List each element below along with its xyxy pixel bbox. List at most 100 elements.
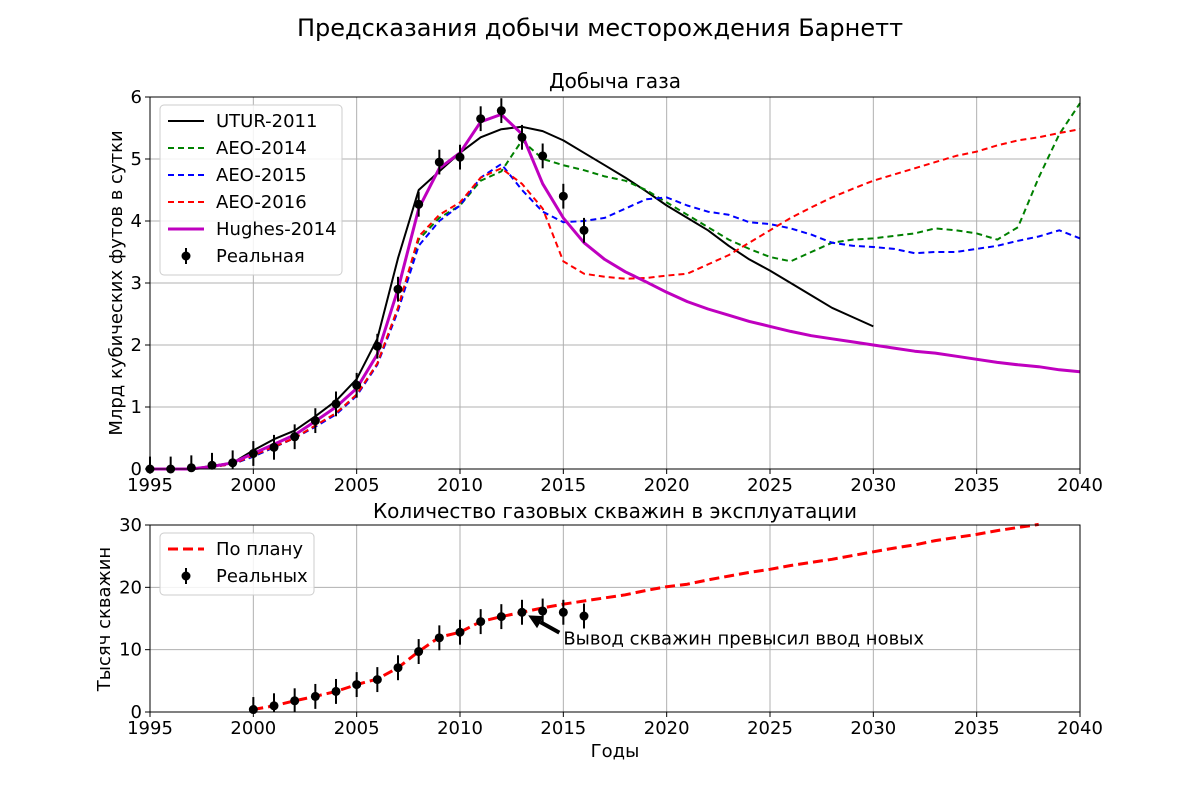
wells-x-tick-label: 2015 — [540, 718, 586, 739]
production-series-5-point — [414, 199, 424, 209]
production-legend: UTUR-2011 AEO-2014 AEO-2015 AEO-2016 Hughes-… — [159, 104, 343, 276]
wells-legend-label: Реальных — [216, 566, 308, 587]
wells-x-tick-label: 2010 — [437, 718, 483, 739]
wells-x-tick-label: 1995 — [127, 718, 173, 739]
production-series-3-line — [150, 128, 1081, 470]
wells-series-1-point — [434, 633, 444, 643]
wells-x-tick-label: 2000 — [230, 718, 276, 739]
production-series-5-point — [517, 132, 527, 142]
wells-legend-swatch-dot — [181, 571, 191, 581]
production-series-5-point — [228, 458, 238, 468]
production-x-tick-label: 2020 — [644, 475, 690, 496]
wells-annotation-arrowhead — [528, 615, 544, 629]
production-x-tick-label: 2040 — [1057, 475, 1103, 496]
figure-title: Предсказания добычи месторождения Барнет… — [297, 14, 903, 42]
wells-series-1-point — [372, 675, 382, 685]
wells-series-1-point — [414, 647, 424, 657]
wells-series-1-point — [579, 611, 589, 621]
production-series-5-point — [372, 341, 382, 351]
production-series-5-point — [455, 152, 465, 162]
production-series-5-point — [538, 151, 548, 161]
production-series-5-point — [207, 460, 217, 470]
production-x-tick-label: 2010 — [437, 475, 483, 496]
production-legend-label: AEO-2014 — [216, 138, 307, 159]
production-y-tick-label: 2 — [131, 335, 142, 356]
wells-chart: Количество газовых скважин в эксплуатаци… — [94, 499, 1103, 762]
production-y-tick-label: 5 — [131, 149, 142, 170]
production-x-tick-label: 2005 — [334, 475, 380, 496]
production-x-tick-label: 2015 — [540, 475, 586, 496]
production-chart: Добыча газа Млрд кубических футов в сутк… — [106, 69, 1103, 496]
wells-series-1-point — [476, 617, 486, 627]
wells-y-tick-label: 10 — [119, 640, 142, 661]
wells-y-tick-label: 30 — [119, 515, 142, 536]
production-x-tick-label: 1995 — [127, 475, 173, 496]
production-series-5-point — [476, 114, 486, 124]
production-series-5-point — [269, 442, 279, 452]
wells-series-1-point — [455, 627, 465, 637]
wells-annotation: Вывод скважин превысил ввод новых — [528, 615, 924, 650]
production-legend-label: Hughes-2014 — [216, 219, 337, 240]
production-legend-swatch-dot — [181, 251, 191, 261]
wells-tick-labels: 1995 2000 2005 2010 2015 2020 2025 2030 2035 2040… — [119, 515, 1103, 739]
wells-series-1-point — [290, 696, 300, 706]
production-series-0-line — [150, 125, 874, 470]
production-series-5-point — [248, 449, 258, 458]
production-y-tick-label: 1 — [131, 397, 142, 418]
production-y-tick-label: 4 — [131, 211, 142, 232]
production-series-5-point — [290, 432, 300, 442]
production-y-tick-label: 6 — [131, 87, 142, 108]
production-series — [145, 98, 1081, 474]
production-x-tick-label: 2030 — [850, 475, 896, 496]
wells-series-1-point — [352, 680, 362, 690]
wells-legend: По плану Реальных — [159, 532, 315, 596]
production-legend-label: Реальная — [216, 246, 305, 267]
production-series-5-point — [393, 284, 403, 294]
wells-y-tick-label: 0 — [131, 702, 142, 723]
wells-series-1-point — [310, 691, 320, 701]
wells-series-1-point — [496, 612, 506, 622]
production-series-5-point — [434, 157, 444, 167]
wells-x-tick-label: 2020 — [644, 718, 690, 739]
production-y-label: Млрд кубических футов в сутки — [106, 130, 127, 435]
wells-series — [248, 522, 1039, 715]
production-x-tick-label: 2035 — [954, 475, 1000, 496]
wells-series-1-point — [558, 607, 568, 617]
wells-x-tick-label: 2035 — [954, 718, 1000, 739]
wells-plot-frame — [149, 524, 1081, 713]
wells-series-1-point — [393, 663, 403, 673]
production-plot-frame — [149, 96, 1081, 470]
production-series-5-point — [331, 399, 341, 409]
production-series-5-point — [579, 225, 589, 235]
wells-x-tick-label: 2030 — [850, 718, 896, 739]
wells-series-1-point — [517, 607, 527, 617]
production-series-5-point — [496, 106, 506, 116]
production-series-5-point — [310, 416, 320, 426]
wells-chart-title: Количество газовых скважин в эксплуатаци… — [373, 499, 857, 523]
wells-series-1-errorbars — [248, 598, 589, 715]
production-chart-title: Добыча газа — [549, 69, 681, 93]
wells-x-tick-label: 2005 — [334, 718, 380, 739]
production-y-tick-label: 3 — [131, 273, 142, 294]
production-series-5-point — [186, 463, 196, 473]
wells-series-1-point — [269, 701, 279, 711]
wells-x-label: Годы — [591, 741, 640, 762]
production-x-tick-label: 2000 — [230, 475, 276, 496]
wells-annotation-arrow — [539, 620, 561, 635]
wells-series-0-line — [253, 522, 1039, 711]
wells-y-tick-label: 20 — [119, 577, 142, 598]
production-series-5-point — [558, 191, 568, 201]
production-y-tick-label: 0 — [131, 459, 142, 480]
production-x-tick-label: 2025 — [747, 475, 793, 496]
production-legend-box — [159, 104, 343, 276]
production-tick-labels: 1995 2000 2005 2010 2015 2020 2025 2030 2035 2040… — [127, 87, 1103, 496]
wells-annotation-text: Вывод скважин превысил ввод новых — [563, 629, 924, 650]
production-legend-label: AEO-2016 — [216, 192, 307, 213]
production-legend-label: UTUR-2011 — [216, 111, 317, 132]
production-legend-label: AEO-2015 — [216, 165, 307, 186]
wells-series-1-point — [331, 686, 341, 696]
wells-x-tick-label: 2040 — [1057, 718, 1103, 739]
production-series-5-errorbars — [145, 98, 589, 474]
wells-series-1-point — [538, 606, 548, 616]
